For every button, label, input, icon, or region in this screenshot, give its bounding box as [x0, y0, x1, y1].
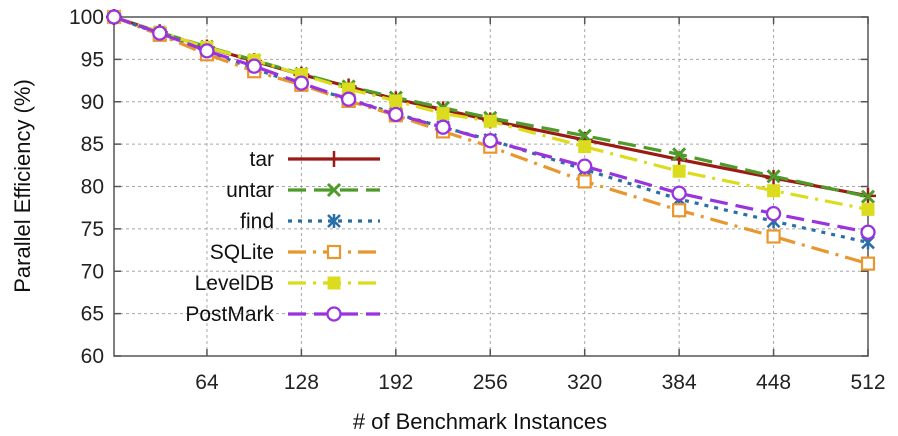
legend-label-leveldb: LevelDB [195, 272, 274, 295]
data-point-leveldb [767, 184, 781, 198]
legend-item-postmark: PostMark [185, 303, 380, 326]
data-point-untar [577, 128, 592, 143]
x-tick-label: 192 [378, 371, 413, 394]
y-tick-label: 60 [81, 345, 104, 368]
legend-label-tar: tar [249, 148, 274, 171]
legend: tar untar find SQLite LevelDB PostMark [185, 148, 380, 326]
data-point-untar [860, 189, 876, 204]
legend-marker-leveldb [327, 276, 341, 290]
series-line-tar [113, 15, 869, 198]
legend-marker-find [327, 214, 341, 228]
data-point-postmark [765, 205, 782, 222]
data-point-leveldb [436, 107, 450, 121]
legend-label-sqlite: SQLite [210, 241, 274, 264]
legend-marker-untar [326, 182, 342, 198]
data-point-leveldb [672, 164, 686, 178]
y-tick-label: 65 [81, 303, 104, 326]
series-find [107, 10, 875, 250]
data-point-sqlite [672, 203, 687, 218]
data-point-untar [766, 169, 781, 184]
data-point-postmark [199, 43, 215, 59]
data-point-leveldb [389, 94, 403, 108]
legend-marker-sqlite [326, 244, 342, 260]
data-point-sqlite [860, 256, 876, 271]
x-tick-label: 128 [284, 371, 319, 394]
data-point-postmark [671, 185, 687, 201]
legend-item-leveldb: LevelDB [195, 272, 380, 295]
x-tick-label: 64 [195, 371, 219, 394]
y-axis-title: Parallel Efficiency (%) [10, 79, 35, 293]
data-point-postmark [152, 25, 168, 41]
x-tick-label: 256 [473, 371, 508, 394]
data-point-sqlite [577, 174, 592, 189]
x-axis-title: # of Benchmark Instances [353, 409, 607, 434]
axes: 60 65 70 75 80 85 90 95 100 64 128 192 256 320 384 448 5… [69, 6, 886, 394]
x-tick-label: 512 [850, 371, 885, 394]
data-point-postmark [246, 58, 262, 74]
data-point-postmark [482, 133, 498, 149]
x-tick-label: 448 [756, 371, 791, 394]
y-tick-label: 90 [81, 91, 104, 114]
legend-item-find: find [240, 210, 380, 233]
y-tick-label: 95 [81, 48, 104, 71]
data-point-leveldb [578, 140, 592, 154]
legend-item-untar: untar [226, 179, 380, 202]
legend-item-sqlite: SQLite [210, 241, 380, 264]
data-point-postmark [340, 91, 357, 107]
legend-label-postmark: PostMark [185, 303, 274, 326]
series-untar [106, 9, 876, 204]
y-tick-label: 80 [81, 176, 104, 199]
data-point-leveldb [483, 114, 497, 128]
data-point-postmark [860, 224, 876, 240]
series-lines [106, 9, 876, 271]
series-line-untar [113, 15, 869, 199]
y-tick-label: 75 [81, 218, 104, 241]
data-point-leveldb [861, 202, 875, 216]
legend-marker-postmark [326, 306, 342, 322]
data-point-postmark [106, 9, 122, 25]
data-point-postmark [293, 75, 310, 91]
y-tick-label: 100 [69, 6, 104, 29]
y-tick-label: 70 [81, 260, 104, 283]
series-postmark [106, 9, 876, 240]
x-tick-label: 384 [662, 371, 697, 394]
data-point-sqlite [766, 229, 781, 244]
data-point-postmark [388, 106, 404, 123]
data-point-untar [672, 147, 687, 162]
legend-marker-tar [326, 151, 342, 167]
data-point-postmark [435, 119, 451, 135]
legend-label-untar: untar [226, 179, 274, 202]
legend-item-tar: tar [249, 148, 380, 171]
legend-label-find: find [240, 210, 274, 233]
data-point-postmark [577, 158, 593, 174]
y-tick-label: 85 [81, 133, 104, 156]
x-tick-label: 320 [567, 371, 602, 394]
